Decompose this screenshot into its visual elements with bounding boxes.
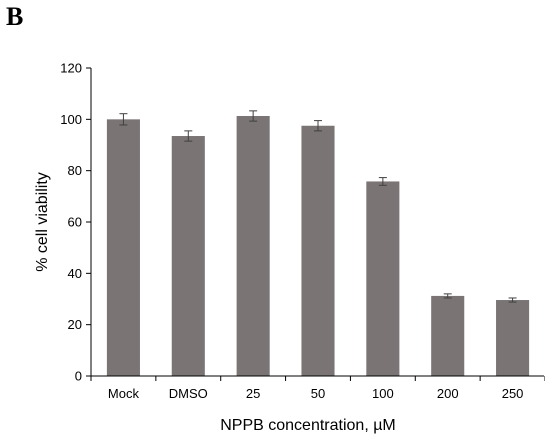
- x-tick-label: 200: [437, 386, 459, 401]
- y-tick-label: 100: [60, 112, 82, 127]
- y-axis-title: % cell viability: [34, 172, 51, 272]
- x-axis-title: NPPB concentration, µM: [220, 417, 396, 434]
- panel-label: B: [6, 2, 24, 31]
- bar-200: [431, 295, 465, 376]
- bar-250: [496, 300, 530, 376]
- bars: [106, 115, 530, 376]
- x-axis-tick-labels: Mock DMSO 25 50 100 200 250: [108, 386, 524, 401]
- y-tick-label: 80: [68, 163, 82, 178]
- x-tick-label: DMSO: [169, 386, 208, 401]
- y-tick-label: 20: [68, 317, 82, 332]
- y-axis-ticks: 0 20 40 60 80 100 120: [60, 61, 91, 384]
- y-tick-label: 40: [68, 266, 82, 281]
- x-axis-ticks: [90, 376, 545, 381]
- bar-100: [366, 181, 400, 376]
- y-tick-label: 0: [75, 369, 82, 384]
- x-tick-label: 25: [246, 386, 260, 401]
- x-tick-label: 250: [502, 386, 524, 401]
- bar-50: [301, 125, 335, 376]
- y-tick-label: 120: [60, 61, 82, 76]
- bar-25: [236, 115, 270, 376]
- x-tick-label: Mock: [108, 386, 140, 401]
- x-tick-label: 50: [311, 386, 325, 401]
- bar-DMSO: [171, 136, 205, 376]
- bar-Mock: [106, 119, 140, 376]
- y-tick-label: 60: [68, 215, 82, 230]
- x-tick-label: 100: [372, 386, 394, 401]
- error-bars: [119, 110, 517, 303]
